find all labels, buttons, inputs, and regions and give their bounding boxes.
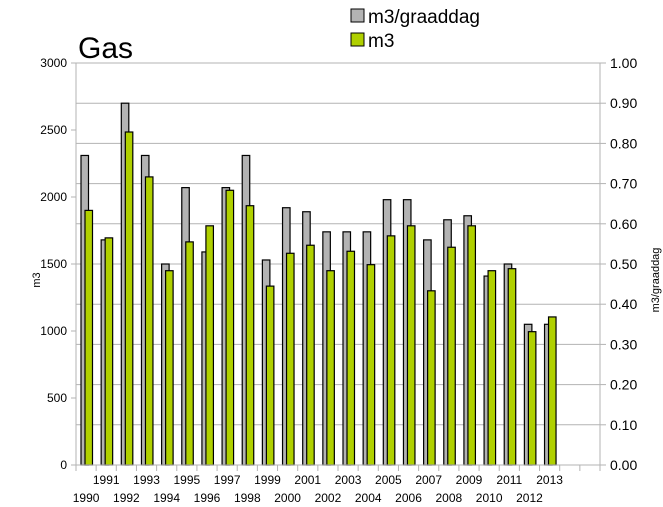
x-tick-label: 1995 (173, 473, 200, 487)
y-tick-label: 2500 (40, 123, 67, 137)
y2-axis-label: m3/graaddag (650, 248, 662, 313)
x-tick-label: 2011 (496, 473, 522, 487)
bar-m3 (225, 189, 235, 466)
x-tick-label: 1991 (93, 473, 120, 487)
x-tick-label: 2008 (435, 491, 462, 505)
x-tick-label: 2006 (395, 491, 422, 505)
x-tick-label: 2010 (476, 491, 503, 505)
x-tick-label: 1992 (113, 491, 140, 505)
bar-m3 (306, 244, 315, 466)
y2-tick-label: 0.50 (610, 256, 637, 272)
y2-tick-label: 0.30 (610, 336, 637, 352)
bar-m3 (245, 205, 255, 466)
bar-m3 (467, 225, 477, 466)
y-tick-label: 1000 (40, 324, 67, 338)
y2-tick-label: 0.80 (610, 135, 637, 151)
x-tick-label: 1996 (194, 491, 221, 505)
bar-m3 (285, 252, 295, 466)
legend-swatch (350, 32, 365, 47)
x-tick-label: 2000 (274, 491, 301, 505)
bar-m3 (527, 331, 537, 466)
x-tick-label: 2009 (456, 473, 483, 487)
x-tick-label: 2005 (375, 473, 402, 487)
y-tick-label: 500 (47, 391, 67, 405)
y-axis-label: m3 (31, 272, 43, 287)
y2-tick-label: 0.40 (610, 296, 637, 312)
x-tick-label: 2013 (536, 473, 563, 487)
y2-tick-label: 0.10 (610, 417, 637, 433)
bar-m3 (547, 316, 557, 466)
bar-m3 (427, 290, 436, 466)
x-tick-label: 1998 (234, 491, 261, 505)
bar-m3 (144, 176, 154, 466)
y2-tick-label: 0.90 (610, 95, 637, 111)
x-tick-label: 1993 (133, 473, 160, 487)
x-tick-label: 2004 (355, 491, 382, 505)
x-tick-label: 2002 (315, 491, 342, 505)
bar-m3 (406, 225, 416, 466)
y-tick-label: 1500 (40, 257, 67, 271)
bar-m3 (84, 209, 94, 466)
bar-m3 (205, 225, 215, 466)
y2-tick-label: 0.70 (610, 176, 637, 192)
x-tick-label: 1999 (254, 473, 281, 487)
y2-tick-label: 0.60 (610, 216, 637, 232)
bar-m3 (124, 131, 134, 466)
bar-m3 (447, 246, 456, 466)
bar-m3 (386, 235, 396, 466)
x-tick-label: 2012 (516, 491, 543, 505)
x-tick-label: 1990 (73, 491, 100, 505)
bar-m3 (265, 285, 275, 466)
chart-title: Gas (78, 32, 133, 65)
bar-m3 (104, 237, 114, 466)
bar-m3 (366, 264, 376, 466)
legend-label: m3 (368, 31, 394, 52)
x-tick-label: 2003 (335, 473, 362, 487)
legend-swatch (350, 8, 365, 23)
legend-label: m3/graaddag (368, 7, 480, 28)
x-tick-label: 1994 (153, 491, 180, 505)
bar-m3 (507, 268, 517, 466)
y2-tick-label: 0.20 (610, 377, 637, 393)
x-tick-label: 1997 (214, 473, 241, 487)
y2-tick-label: 0.00 (610, 457, 637, 473)
bar-m3 (165, 270, 174, 466)
y-tick-label: 0 (60, 458, 67, 472)
bar-m3 (185, 241, 194, 466)
bar-m3 (487, 270, 497, 466)
y-tick-label: 3000 (40, 56, 67, 70)
bar-m3 (326, 270, 335, 466)
x-tick-label: 2001 (294, 473, 321, 487)
y2-tick-label: 1.00 (610, 55, 637, 71)
x-tick-label: 2007 (415, 473, 442, 487)
bar-m3 (346, 250, 356, 466)
y-tick-label: 2000 (40, 190, 67, 204)
